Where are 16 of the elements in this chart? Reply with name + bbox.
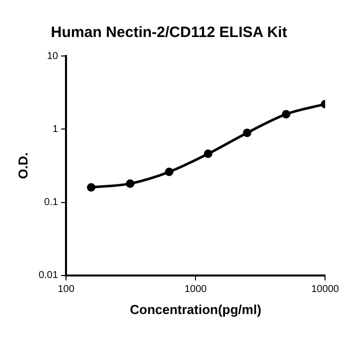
point <box>126 179 134 188</box>
x-axis-title: Concentration(pg/ml) <box>130 302 262 317</box>
y-axis-title: O.D. <box>15 152 30 180</box>
y-tick-label: 0.01 <box>38 270 58 282</box>
x-tick-label: 10000 <box>311 284 340 296</box>
point <box>242 128 252 138</box>
point <box>204 150 212 158</box>
x-tick-label: 100 <box>58 284 75 296</box>
y-tick-label: 0.1 <box>44 197 58 208</box>
point <box>282 110 290 118</box>
point <box>86 183 96 192</box>
chart-title: Human Nectin-2/CD112 ELISA Kit <box>50 24 288 42</box>
x-tick-label: 1000 <box>184 284 208 296</box>
point <box>164 168 174 176</box>
y-tick-label: 10 <box>46 50 58 62</box>
y-tick-label: 1 <box>52 124 58 135</box>
